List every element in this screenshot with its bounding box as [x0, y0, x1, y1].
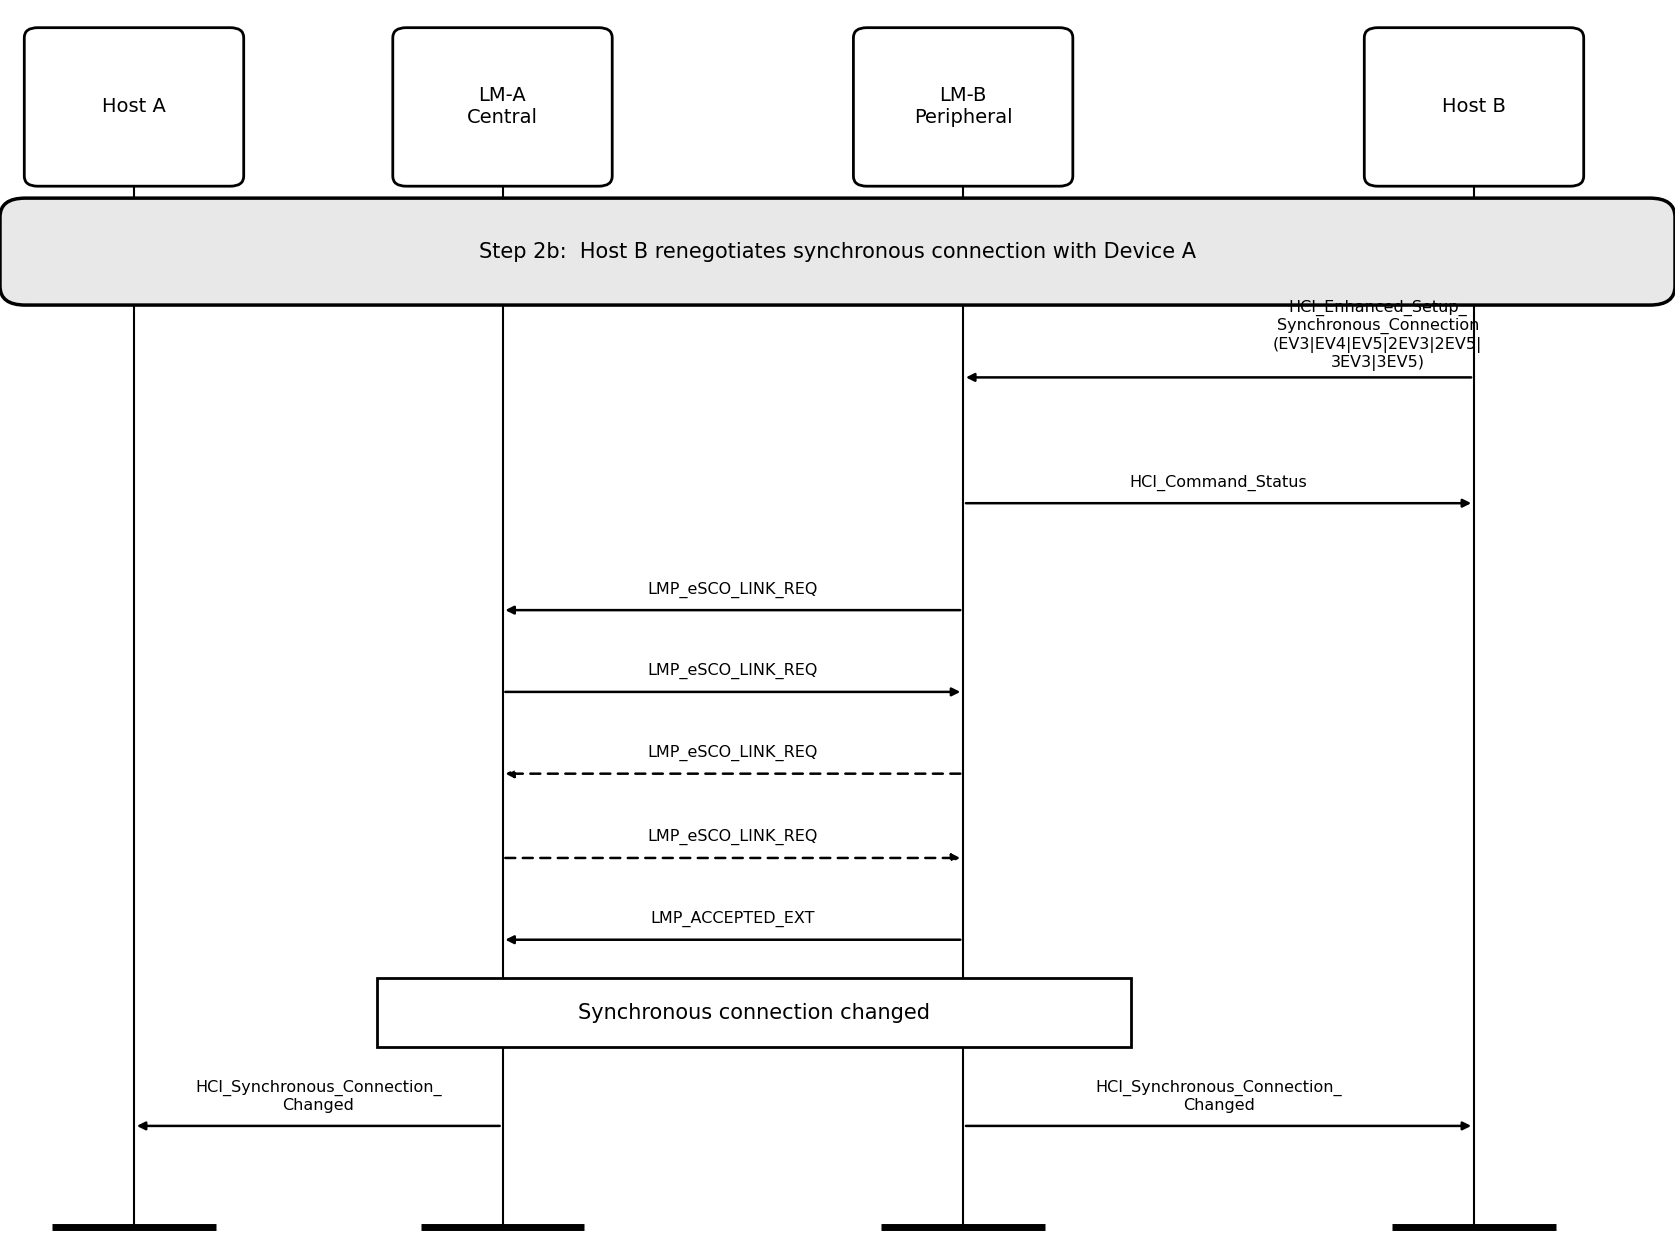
FancyBboxPatch shape — [392, 28, 613, 186]
Text: LM-A
Central: LM-A Central — [467, 87, 538, 127]
Text: LMP_eSCO_LINK_REQ: LMP_eSCO_LINK_REQ — [648, 581, 817, 598]
Text: LMP_eSCO_LINK_REQ: LMP_eSCO_LINK_REQ — [648, 745, 817, 761]
Text: LM-B
Peripheral: LM-B Peripheral — [915, 87, 1012, 127]
Text: HCI_Synchronous_Connection_
Changed: HCI_Synchronous_Connection_ Changed — [194, 1079, 442, 1113]
Text: Step 2b:  Host B renegotiates synchronous connection with Device A: Step 2b: Host B renegotiates synchronous… — [479, 242, 1196, 262]
FancyBboxPatch shape — [23, 28, 245, 186]
Text: LMP_ACCEPTED_EXT: LMP_ACCEPTED_EXT — [650, 911, 816, 927]
Text: LMP_eSCO_LINK_REQ: LMP_eSCO_LINK_REQ — [648, 829, 817, 845]
Text: Host B: Host B — [1442, 97, 1506, 117]
FancyBboxPatch shape — [0, 198, 1675, 304]
FancyBboxPatch shape — [853, 28, 1072, 186]
Text: HCI_Synchronous_Connection_
Changed: HCI_Synchronous_Connection_ Changed — [1095, 1079, 1342, 1113]
FancyBboxPatch shape — [1363, 28, 1585, 186]
Text: LMP_eSCO_LINK_REQ: LMP_eSCO_LINK_REQ — [648, 663, 817, 679]
Text: Synchronous connection changed: Synchronous connection changed — [578, 1003, 930, 1023]
Text: HCI_Enhanced_Setup_
Synchronous_Connection
(EV3|EV4|EV5|2EV3|2EV5|
3EV3|3EV5): HCI_Enhanced_Setup_ Synchronous_Connecti… — [1273, 299, 1482, 371]
Text: Host A: Host A — [102, 97, 166, 117]
Text: HCI_Command_Status: HCI_Command_Status — [1129, 474, 1308, 491]
FancyBboxPatch shape — [377, 979, 1131, 1047]
